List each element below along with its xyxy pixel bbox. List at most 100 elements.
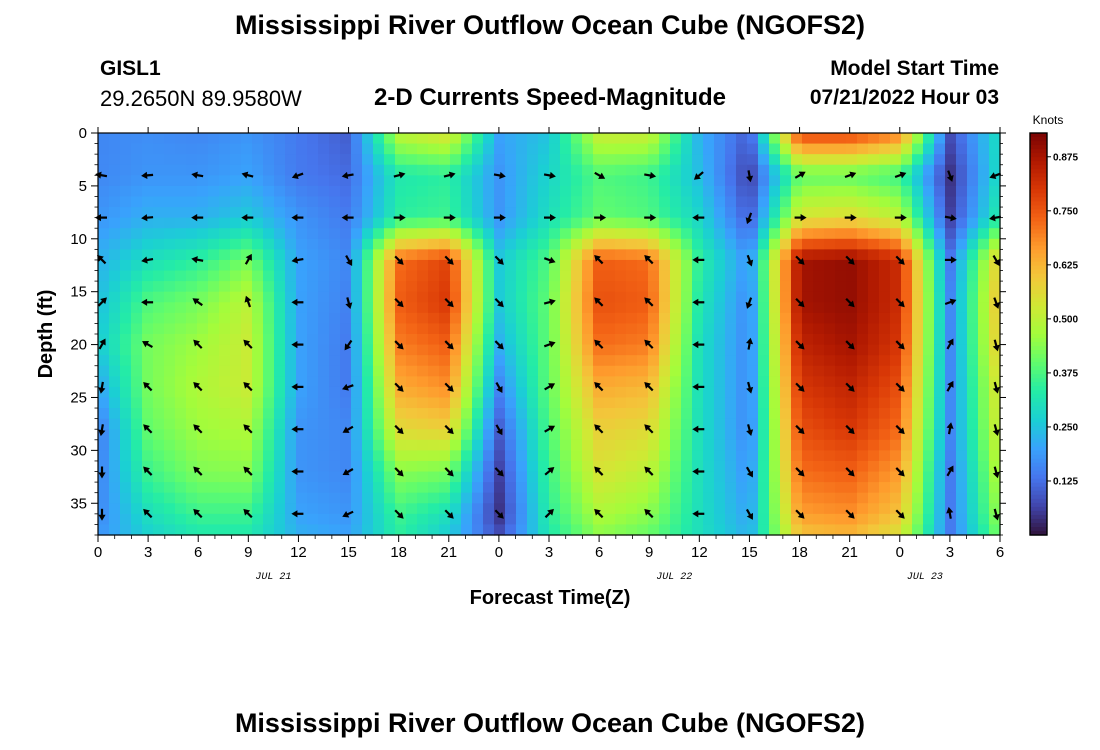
current-vector xyxy=(98,466,106,479)
current-vector xyxy=(243,466,253,476)
heatmap-cell xyxy=(516,418,528,430)
heatmap-cell xyxy=(648,503,660,515)
heatmap-cell xyxy=(208,492,220,504)
heatmap-cell xyxy=(868,228,880,240)
heatmap-cell xyxy=(703,386,715,399)
heatmap-cell xyxy=(428,143,440,155)
heatmap-cell xyxy=(131,302,143,314)
heatmap-cell xyxy=(945,249,957,261)
heatmap-cell xyxy=(494,418,506,430)
heatmap-cell xyxy=(604,355,616,367)
heatmap-cell xyxy=(175,376,187,388)
heatmap-cell xyxy=(450,270,462,282)
heatmap-cell xyxy=(648,355,660,367)
heatmap-cell xyxy=(802,460,814,473)
heatmap-cell xyxy=(373,196,385,208)
heatmap-cell xyxy=(934,376,946,388)
heatmap-cell xyxy=(373,249,385,261)
heatmap-cell xyxy=(890,492,902,504)
heatmap-cell xyxy=(956,355,968,367)
heatmap-cell xyxy=(692,408,704,420)
heatmap-cell xyxy=(978,281,990,293)
heatmap-cell xyxy=(252,376,264,388)
heatmap-cell xyxy=(571,513,583,526)
current-vector xyxy=(98,508,106,521)
heatmap-cell xyxy=(120,143,132,155)
current-vector xyxy=(745,508,754,520)
heatmap-cell xyxy=(395,323,407,335)
heatmap-cell xyxy=(406,302,418,314)
heatmap-cell xyxy=(670,259,682,272)
heatmap-cell xyxy=(505,175,517,187)
heatmap-cell xyxy=(813,323,825,335)
heatmap-cell xyxy=(692,249,704,261)
heatmap-cell xyxy=(230,355,242,367)
current-vector xyxy=(746,424,754,436)
heatmap-cell xyxy=(230,524,242,536)
heatmap-cell xyxy=(406,164,418,176)
heatmap-cell xyxy=(813,344,825,356)
heatmap-cell xyxy=(164,355,176,367)
heatmap-cell xyxy=(527,249,539,261)
heatmap-cell xyxy=(802,302,814,314)
heatmap-cell xyxy=(318,133,330,145)
heatmap-cell xyxy=(791,259,803,272)
heatmap-cell xyxy=(483,524,495,536)
heatmap-cell xyxy=(252,482,264,494)
heatmap-cell xyxy=(945,196,957,208)
heatmap-cell xyxy=(835,365,847,377)
heatmap-cell xyxy=(109,355,121,367)
heatmap-cell xyxy=(340,154,352,166)
heatmap-cell xyxy=(725,143,737,155)
heatmap-cell xyxy=(219,143,231,155)
heatmap-cell xyxy=(714,524,726,536)
heatmap-cell xyxy=(758,270,770,282)
heatmap-cell xyxy=(692,323,704,335)
heatmap-cell xyxy=(945,397,957,409)
heatmap-cell xyxy=(670,270,682,282)
heatmap-cell xyxy=(912,185,924,198)
heatmap-cell xyxy=(582,185,594,198)
heatmap-cell xyxy=(494,133,506,145)
heatmap-cell xyxy=(395,503,407,515)
heatmap-cell xyxy=(285,397,297,409)
heatmap-cell xyxy=(824,524,836,536)
heatmap-cell xyxy=(923,281,935,293)
heatmap-cell xyxy=(736,524,748,536)
heatmap-cell xyxy=(747,439,759,451)
heatmap-cell xyxy=(219,207,231,219)
heatmap-cell xyxy=(626,450,638,462)
colorbar-swatch xyxy=(1030,301,1047,307)
heatmap-cell xyxy=(703,334,715,346)
heatmap-cell xyxy=(98,460,110,473)
heatmap-cell xyxy=(626,429,638,441)
heatmap-cell xyxy=(813,365,825,377)
heatmap-cell xyxy=(824,397,836,409)
heatmap-cell xyxy=(483,439,495,451)
heatmap-cell xyxy=(736,154,748,166)
heatmap-cell xyxy=(824,217,836,229)
heatmap-cell xyxy=(307,270,319,282)
heatmap-cell xyxy=(725,397,737,409)
heatmap-cell xyxy=(780,503,792,515)
heatmap-cell xyxy=(428,291,440,303)
heatmap-cell xyxy=(725,207,737,219)
heatmap-cell xyxy=(285,143,297,155)
heatmap-cell xyxy=(769,238,781,250)
heatmap-cell xyxy=(989,450,1001,462)
heatmap-cell xyxy=(494,175,506,187)
heatmap-cell xyxy=(186,154,198,166)
heatmap-cell xyxy=(395,492,407,504)
heatmap-cell xyxy=(670,238,682,250)
heatmap-cell xyxy=(813,408,825,420)
heatmap-cell xyxy=(263,365,275,377)
heatmap-cell xyxy=(351,355,363,367)
heatmap-cell xyxy=(472,281,484,293)
heatmap-cell xyxy=(890,228,902,240)
heatmap-cell xyxy=(736,281,748,293)
heatmap-cell xyxy=(153,386,165,399)
heatmap-cell xyxy=(395,471,407,483)
heatmap-cell xyxy=(351,386,363,399)
heatmap-cell xyxy=(142,355,154,367)
heatmap-cell xyxy=(406,143,418,155)
